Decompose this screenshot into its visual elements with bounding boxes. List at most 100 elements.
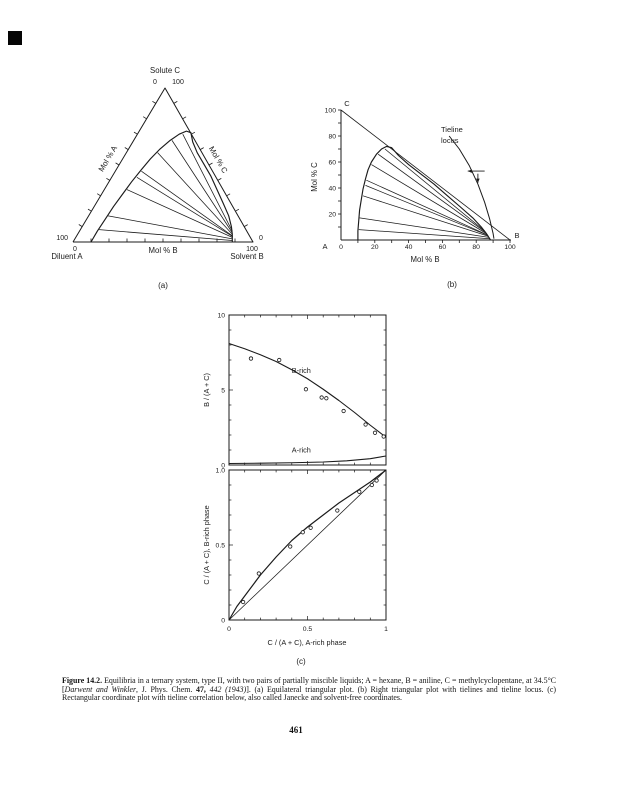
page-number: 461: [289, 725, 303, 735]
data-point: [277, 357, 282, 363]
bottom-axis-label: Mol % B: [148, 246, 177, 255]
tieline: [366, 179, 488, 236]
caption-segment: ]. (a) Equilateral triangular plot. (b) …: [62, 684, 556, 703]
right-corner-100: 100: [246, 246, 258, 253]
x-axis-label: Mol % B: [410, 255, 439, 264]
left-edge-tick: [78, 224, 83, 227]
left-edge-tick: [106, 177, 111, 181]
left-edge-tick: [152, 100, 157, 104]
bottom-x-tick-label: 0: [227, 626, 231, 633]
top-y-tick-label: 10: [217, 313, 225, 320]
apex-tick-100: 100: [172, 79, 184, 86]
corner-b-label: B: [514, 231, 519, 240]
x-tick-label: 80: [472, 244, 480, 251]
panel-label-b: (b): [447, 280, 457, 289]
solvent-b-label: Solvent B: [230, 252, 263, 261]
right-corner-0: 0: [259, 235, 263, 242]
tieline: [384, 148, 485, 232]
left-edge-tick: [115, 162, 120, 166]
x-tick-label: 100: [504, 244, 516, 251]
arrow-head: [476, 178, 480, 183]
right-edge-tick: [173, 101, 178, 104]
data-point: [357, 489, 362, 494]
bottom-y-tick-label: 0.5: [216, 543, 226, 550]
tieline: [371, 164, 487, 234]
data-point: [335, 508, 340, 513]
diagonal-line: [340, 109, 511, 241]
top-y-tick-label: 0: [221, 463, 225, 470]
diluent-a-label: Diluent A: [51, 252, 83, 261]
y-tick-label: 80: [328, 133, 336, 140]
panel-label-c: (c): [296, 657, 306, 666]
scan-artifact-mark: [8, 31, 22, 45]
data-point: [341, 408, 346, 414]
left-edge-tick: [87, 208, 92, 212]
tieline: [365, 185, 489, 236]
caption-segment: Darwent and Winkler: [64, 684, 137, 694]
right-edge-tick: [182, 116, 187, 120]
x-tick-label: 0: [339, 244, 343, 251]
diagonal-line: [228, 469, 387, 621]
bottom-y-tick-label: 1.0: [216, 468, 226, 475]
x-tick-label: 40: [405, 244, 413, 251]
x-tick-label: 60: [439, 244, 447, 251]
left-corner-0: 0: [73, 246, 77, 253]
caption-segment: 47,: [196, 684, 206, 694]
corner-c-label: C: [344, 99, 350, 108]
a-rich-curve: [228, 455, 387, 465]
data-point: [288, 544, 293, 549]
left-edge-tick: [142, 116, 147, 120]
caption-segment: Figure 14.2.: [62, 676, 103, 685]
left-corner-100: 100: [56, 235, 68, 242]
data-point: [363, 422, 368, 427]
apex-label-solute-c: Solute C: [150, 66, 180, 75]
data-point: [308, 525, 313, 530]
data-point: [241, 599, 246, 605]
right-edge-tick: [200, 147, 204, 150]
binodal-curve: [90, 130, 233, 243]
y-axis-label: Mol % C: [310, 162, 319, 192]
caption-segment: , J. Phys. Chem.: [136, 684, 197, 694]
tieline: [157, 152, 233, 235]
tieline: [108, 215, 233, 240]
right-edge-tick: [226, 193, 231, 197]
b-rich-curve: [228, 342, 387, 438]
arrow-head: [467, 169, 472, 173]
tieline: [359, 217, 489, 238]
series-label-a-rich: A-rich: [292, 445, 311, 454]
y-tick-label: 60: [328, 159, 336, 166]
data-point: [324, 396, 329, 401]
right-edge-tick: [191, 131, 196, 135]
tieline-locus-curve: [448, 135, 495, 239]
tieline: [99, 229, 233, 241]
corner-a-label: A: [322, 242, 327, 251]
y-tick-label: 100: [325, 107, 337, 114]
data-point: [256, 571, 261, 576]
bottom-y-tick-label: 0: [221, 618, 225, 625]
right-axis-label: Mol % C: [207, 145, 230, 175]
tieline-locus-label: locus: [441, 136, 459, 145]
equilibrium-curve: [228, 469, 387, 621]
data-point: [300, 530, 305, 535]
data-point: [303, 387, 309, 392]
tieline: [126, 189, 233, 238]
data-point: [319, 395, 324, 400]
y-tick-label: 20: [328, 211, 336, 218]
tieline: [358, 229, 490, 240]
tieline: [182, 134, 233, 232]
tieline-locus-label: Tieline: [441, 125, 463, 134]
top-y-tick-label: 5: [221, 388, 225, 395]
tieline: [362, 195, 489, 237]
left-edge-tick: [124, 147, 129, 150]
right-edge-tick: [208, 162, 213, 166]
y-tick-label: 40: [328, 185, 336, 192]
data-point: [374, 478, 379, 483]
right-edge-tick: [235, 208, 240, 212]
tieline: [136, 177, 233, 237]
apex-tick-0: 0: [153, 79, 157, 86]
data-point: [381, 434, 386, 439]
series-label-b-rich: B-rich: [292, 366, 311, 375]
caption-segment: Equilibria in a ternary system, type II,…: [62, 676, 556, 694]
data-point: [248, 356, 254, 361]
